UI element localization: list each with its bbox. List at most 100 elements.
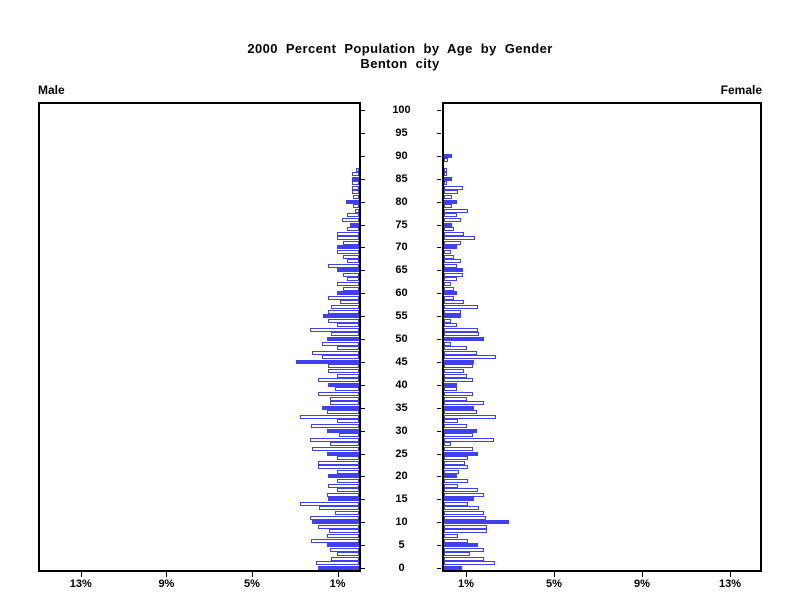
- age-tick-left: [361, 155, 365, 157]
- pyramid-bar-male-age-53: [336, 323, 359, 328]
- pyramid-bar-male-age-58: [339, 300, 359, 305]
- pct-tick-male-13: [80, 572, 82, 577]
- pyramid-bar-female-age-85: [444, 176, 452, 181]
- pyramid-bar-female-age-62: [444, 282, 451, 287]
- pyramid-bar-female-age-22: [444, 465, 469, 470]
- age-tick-label-30: 30: [395, 424, 408, 437]
- pyramid-bar-female-age-36: [444, 401, 484, 406]
- age-tick-right: [437, 178, 441, 180]
- age-tick-left: [361, 247, 365, 249]
- pyramid-bar-female-age-81: [444, 195, 452, 200]
- pyramid-bar-male-age-76: [341, 217, 359, 222]
- age-tick-label-5: 5: [398, 539, 405, 552]
- pyramid-bar-female-age-76: [444, 217, 461, 222]
- pyramid-bar-male-age-10: [311, 520, 359, 525]
- pyramid-bar-female-age-12: [444, 511, 484, 516]
- pyramid-bar-male-age-26: [311, 446, 359, 451]
- age-tick-left: [361, 545, 365, 547]
- pyramid-bar-female-age-67: [444, 259, 461, 264]
- age-tick-right: [437, 499, 441, 501]
- pyramid-bar-female-age-31: [444, 424, 468, 429]
- pyramid-bar-male-age-40: [327, 382, 359, 387]
- pyramid-bar-male-age-56: [327, 309, 359, 314]
- pyramid-bar-female-age-51: [444, 332, 480, 337]
- pyramid-bar-female-age-89: [444, 158, 449, 163]
- pyramid-bar-male-age-86: [351, 172, 359, 177]
- pyramid-bar-female-age-53: [444, 323, 458, 328]
- pyramid-bar-male-age-59: [327, 295, 359, 300]
- pyramid-bar-male-age-51: [331, 332, 359, 337]
- pyramid-bar-male-age-85: [351, 176, 359, 181]
- pyramid-bar-male-age-7: [326, 533, 359, 538]
- pyramid-bar-male-age-42: [336, 373, 359, 378]
- pyramid-bar-male-age-17: [336, 488, 359, 493]
- pyramid-bar-female-age-7: [444, 533, 459, 538]
- pct-tick-label-male-5: 5%: [244, 578, 260, 590]
- pyramid-bar-female-age-33: [444, 414, 496, 419]
- pyramid-bar-female-age-0: [444, 566, 462, 570]
- pyramid-bar-male-age-23: [318, 460, 359, 465]
- pyramid-bar-male-age-15: [327, 497, 359, 502]
- female-panel-label: Female: [720, 83, 762, 97]
- pyramid-bar-male-age-62: [336, 282, 359, 287]
- pyramid-bar-female-age-45: [444, 359, 474, 364]
- age-tick-label-55: 55: [395, 310, 408, 323]
- pyramid-bar-female-age-65: [444, 268, 463, 273]
- age-tick-left: [361, 568, 365, 569]
- pyramid-bar-male-age-30: [326, 428, 359, 433]
- age-tick-right: [437, 545, 441, 547]
- pyramid-bar-female-age-75: [444, 222, 452, 227]
- pyramid-bar-male-age-50: [326, 337, 359, 341]
- pyramid-bar-male-age-35: [321, 405, 359, 410]
- age-tick-label-100: 100: [392, 104, 411, 116]
- age-tick-label-40: 40: [395, 378, 408, 391]
- pyramid-bar-male-age-28: [309, 437, 359, 442]
- pyramid-bar-female-age-2: [444, 556, 484, 561]
- pyramid-bar-female-age-77: [444, 213, 458, 218]
- age-tick-label-80: 80: [395, 195, 408, 208]
- age-tick-left: [361, 132, 365, 134]
- pyramid-bar-female-age-60: [444, 291, 458, 296]
- pyramid-bar-male-age-0: [318, 566, 359, 570]
- pyramid-bar-male-age-87: [355, 167, 359, 172]
- pct-tick-male-1: [337, 572, 339, 577]
- age-tick-label-15: 15: [395, 493, 408, 506]
- pyramid-bar-male-age-22: [318, 465, 359, 470]
- pyramid-bar-female-age-15: [444, 497, 474, 502]
- pyramid-bar-male-age-9: [318, 524, 359, 529]
- pyramid-bar-female-age-23: [444, 460, 465, 465]
- pyramid-bar-male-age-55: [322, 314, 359, 319]
- pyramid-bar-male-age-21: [336, 469, 359, 474]
- pyramid-bar-male-age-70: [336, 245, 359, 250]
- age-axis: 0 5 10 15 20 25 30 35 40 45 50 55 60 65 70 75 80 85 90 95 10…: [361, 102, 442, 584]
- pyramid-bar-female-age-25: [444, 451, 479, 456]
- age-tick-right: [437, 132, 441, 134]
- pct-tick-label-female-1: 1%: [458, 578, 474, 590]
- pyramid-bar-female-age-55: [444, 314, 461, 319]
- age-tick-left: [361, 499, 365, 501]
- pyramid-bar-male-age-71: [342, 240, 359, 245]
- pyramid-bar-male-age-37: [330, 396, 359, 401]
- age-tick-right: [437, 361, 441, 363]
- pyramid-bar-male-age-31: [310, 424, 359, 429]
- pct-tick-label-female-9: 9%: [634, 578, 650, 590]
- pyramid-bar-female-age-9: [444, 524, 487, 529]
- age-tick-right: [437, 430, 441, 432]
- pyramid-bar-male-age-69: [336, 249, 359, 254]
- pyramid-bar-male-age-2: [331, 556, 359, 561]
- age-tick-left: [361, 384, 365, 386]
- pyramid-bar-male-age-6: [310, 538, 359, 543]
- pyramid-bar-male-age-44: [327, 364, 359, 369]
- pyramid-bar-female-age-38: [444, 391, 473, 396]
- pyramid-bar-female-age-43: [444, 369, 464, 374]
- age-tick-right: [437, 407, 441, 409]
- pct-tick-label-male-1: 1%: [329, 578, 346, 590]
- age-tick-left: [361, 224, 365, 226]
- age-tick-left: [361, 110, 365, 111]
- age-tick-label-35: 35: [395, 401, 408, 414]
- age-tick-right: [437, 339, 441, 340]
- age-tick-label-65: 65: [395, 264, 408, 277]
- pyramid-bar-female-age-24: [444, 456, 469, 461]
- pyramid-bar-female-age-17: [444, 488, 479, 493]
